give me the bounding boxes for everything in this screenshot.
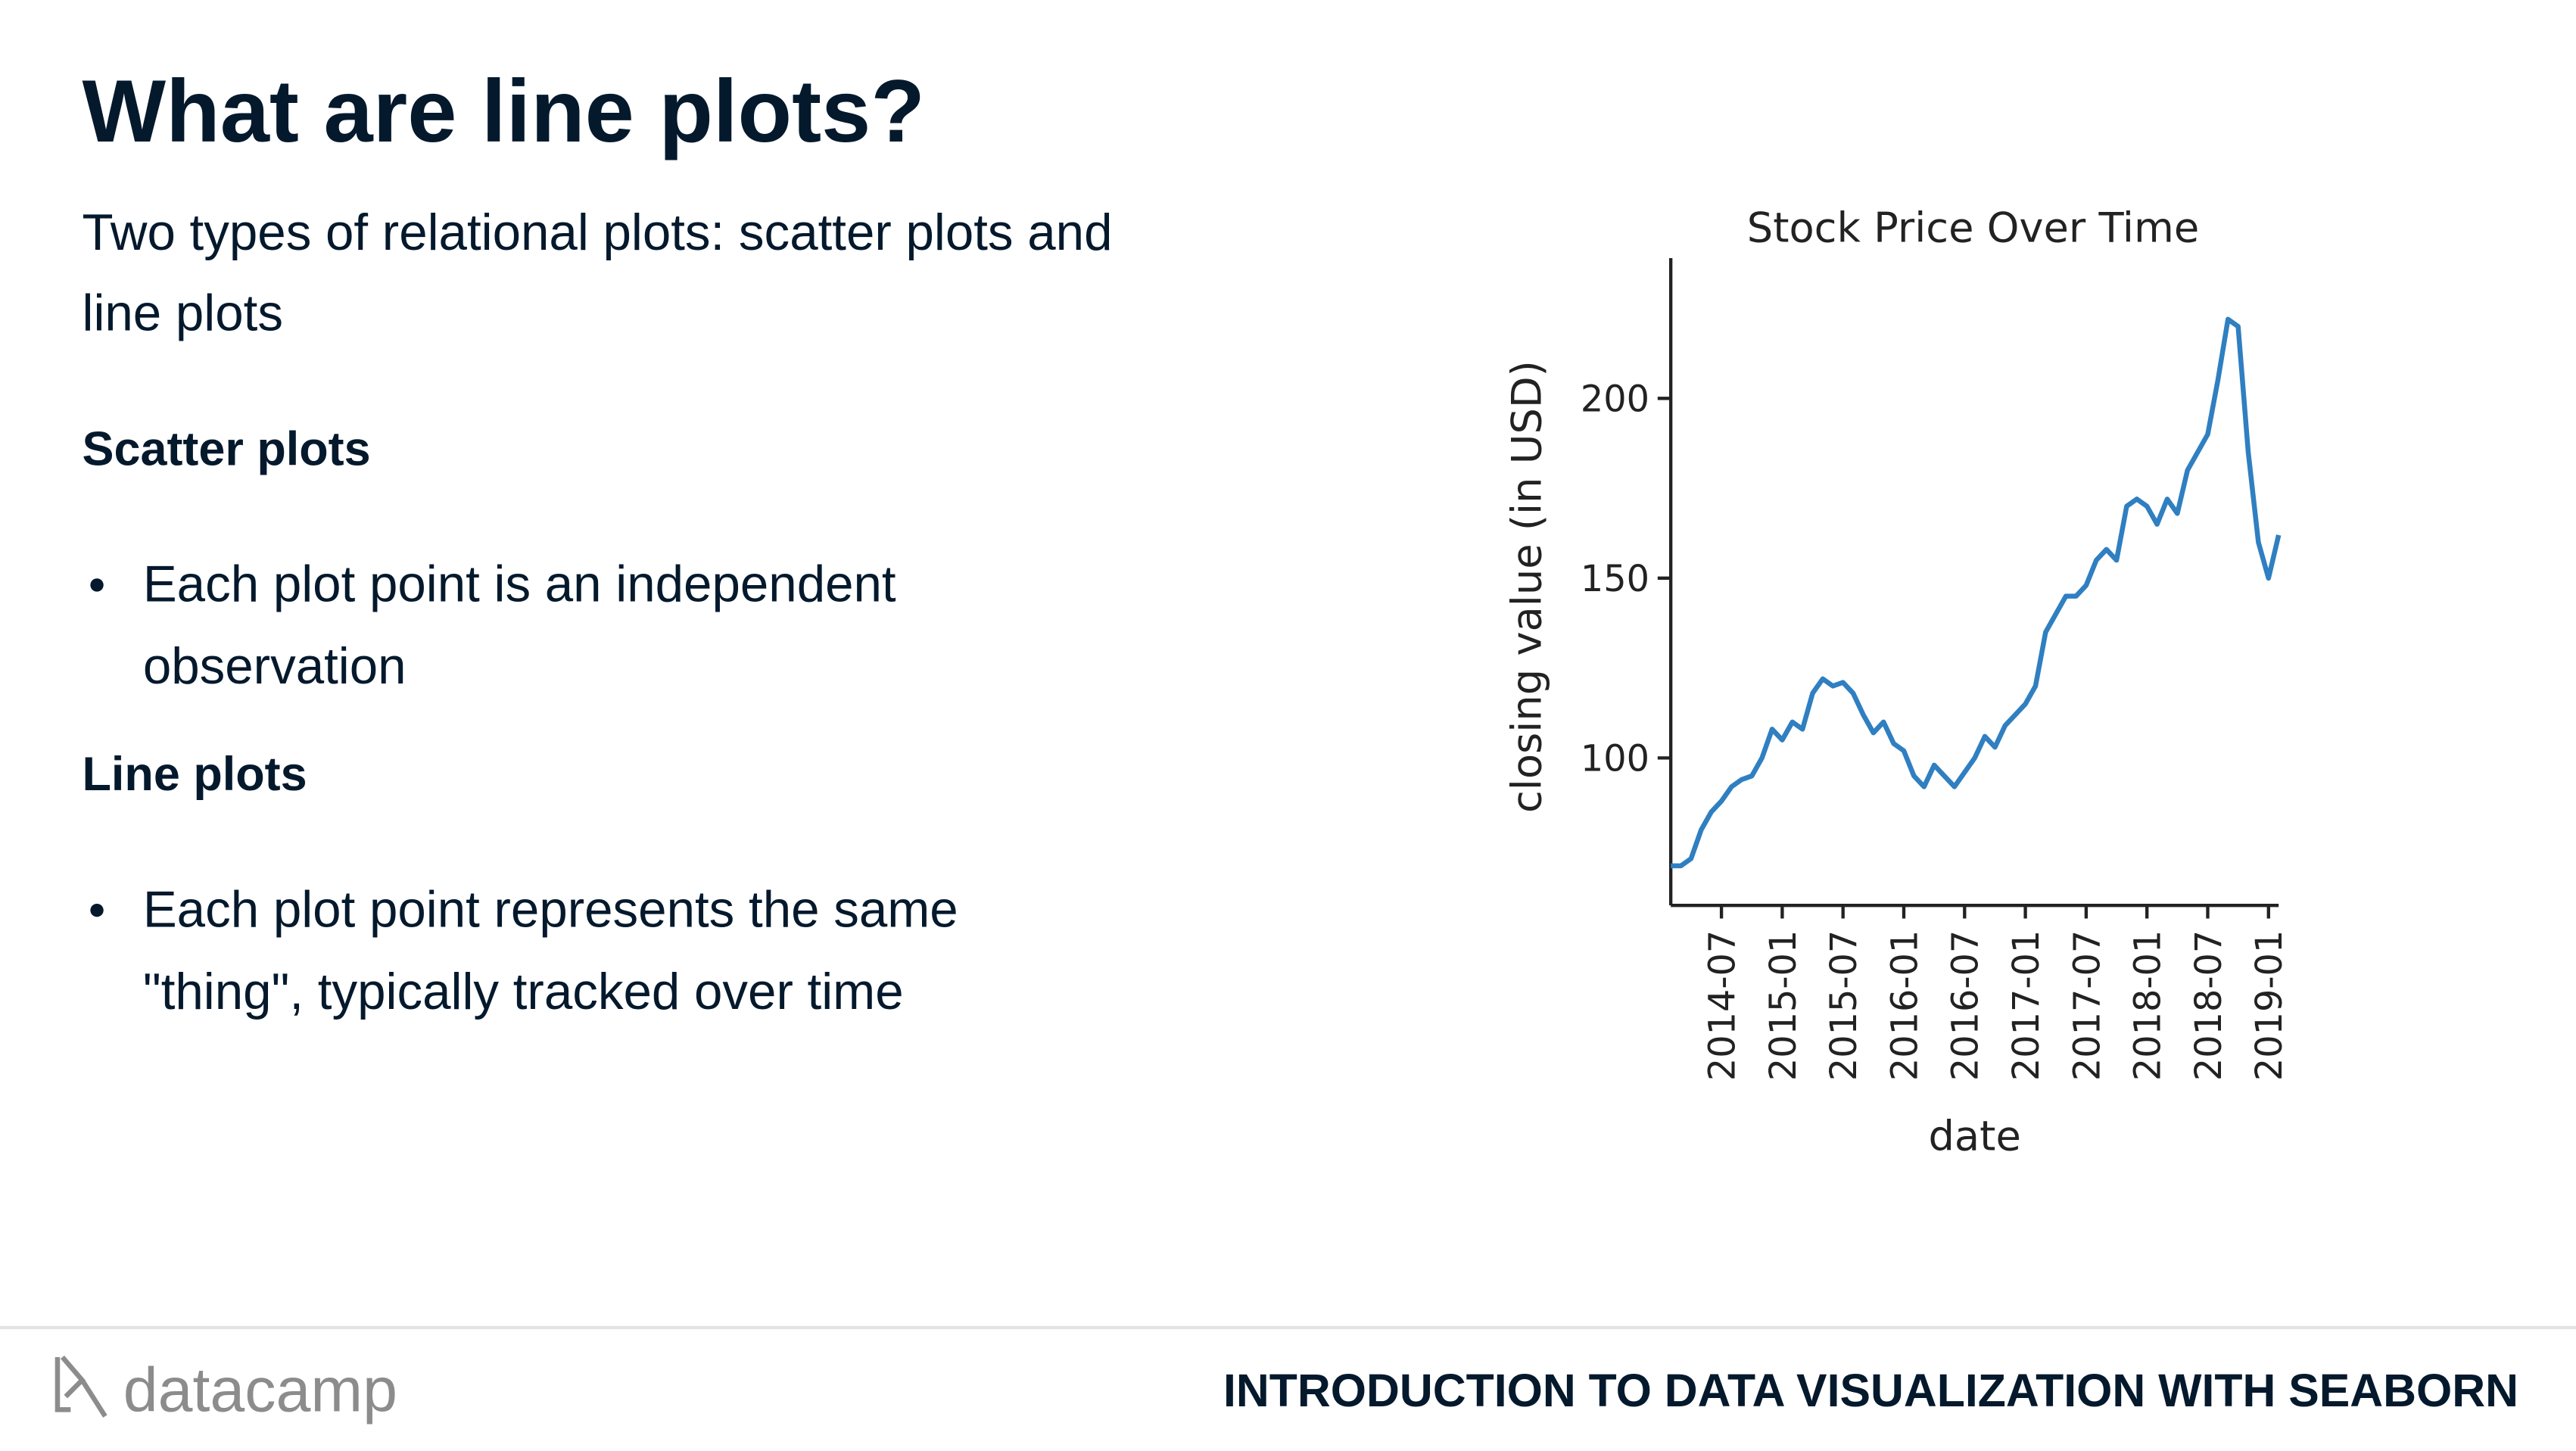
line-series xyxy=(1671,316,2282,869)
course-title: INTRODUCTION TO DATA VISUALIZATION WITH … xyxy=(1223,1365,2518,1416)
bullet-line: "thing", typically tracked over time xyxy=(143,964,904,1020)
x-tick-label: 2018-07 xyxy=(2188,930,2230,1081)
x-axis-label: date xyxy=(1929,1113,2021,1160)
slide-title: What are line plots? xyxy=(83,61,925,160)
x-tick-label: 2015-01 xyxy=(1763,930,1805,1081)
x-tick-label: 2016-07 xyxy=(1945,930,1987,1081)
bullet-line: Each plot point is an independent xyxy=(143,556,896,613)
x-tick-label: 2019-01 xyxy=(2249,930,2291,1081)
y-tick-label: 200 xyxy=(1581,379,1649,421)
x-tick-label: 2016-01 xyxy=(1884,930,1926,1081)
x-tick-label: 2017-01 xyxy=(2006,930,2048,1081)
chart-title: Stock Price Over Time xyxy=(1747,204,2199,251)
section-heading: Scatter plots xyxy=(83,423,371,476)
y-tick-label: 100 xyxy=(1581,739,1649,780)
y-tick-label: 150 xyxy=(1581,559,1649,600)
line-chart: Stock Price Over Time closing value (in … xyxy=(1503,204,2291,1160)
bullet-dot xyxy=(90,578,104,592)
intro-line: Two types of relational plots: scatter p… xyxy=(83,204,1113,261)
x-tick-label: 2018-01 xyxy=(2128,930,2170,1081)
bullet-line: observation xyxy=(143,638,406,695)
intro-line: line plots xyxy=(83,285,283,342)
section-heading: Line plots xyxy=(83,748,307,801)
bullet-line: Each plot point represents the same xyxy=(143,881,958,938)
x-tick-label: 2014-07 xyxy=(1702,930,1743,1081)
bullet-dot xyxy=(90,903,104,917)
logo-icon xyxy=(55,1355,107,1418)
x-tick-label: 2015-07 xyxy=(1824,930,1865,1081)
x-tick-label: 2017-07 xyxy=(2067,930,2108,1081)
logo-text: datacamp xyxy=(123,1356,397,1425)
y-axis-label: closing value (in USD) xyxy=(1503,360,1551,813)
